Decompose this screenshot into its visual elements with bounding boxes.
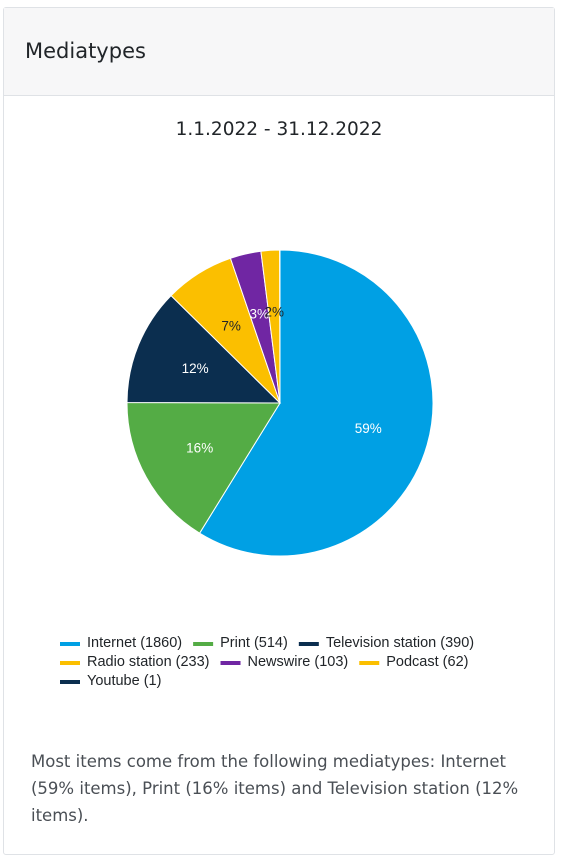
slice-label-radio-station: 7% xyxy=(221,318,241,333)
legend-item-radio-station[interactable]: Radio station (233) xyxy=(87,654,210,670)
mediatypes-card: Mediatypes 1.1.2022 - 31.12.2022 59% 16% 1… xyxy=(3,7,555,855)
pie-slices xyxy=(126,249,434,557)
pie-chart: 1.1.2022 - 31.12.2022 59% 16% 12% 7% 3%2% In… xyxy=(60,119,474,689)
card-title: Mediatypes xyxy=(25,38,146,63)
legend-swatch-newswire xyxy=(220,661,241,665)
legend-item-internet[interactable]: Internet (1860) xyxy=(87,635,182,651)
summary-text: Most items come from the following media… xyxy=(31,752,519,825)
pie-slice-labels: 59% 16% 12% 7% 3%2% xyxy=(182,304,382,455)
legend-item-podcast[interactable]: Podcast (62) xyxy=(386,654,468,670)
slice-label-podcast: 2% xyxy=(264,304,284,319)
slice-label-television-station: 12% xyxy=(182,361,209,376)
slice-label-internet: 59% xyxy=(355,421,382,436)
legend-item-youtube[interactable]: Youtube (1) xyxy=(87,673,161,689)
legend-swatch-television-station xyxy=(298,642,319,646)
chart-subtitle: 1.1.2022 - 31.12.2022 xyxy=(176,119,383,140)
card-header: Mediatypes xyxy=(4,8,554,96)
legend-swatch-print xyxy=(193,642,214,646)
legend-item-newswire[interactable]: Newswire (103) xyxy=(248,654,349,670)
slice-label-print: 16% xyxy=(186,441,213,456)
legend-swatch-radio-station xyxy=(60,661,80,665)
legend-swatch-youtube xyxy=(60,680,80,684)
pie-slice-television-station[interactable] xyxy=(126,294,282,404)
legend-swatch-podcast xyxy=(359,661,380,665)
legend-swatch-internet xyxy=(60,642,80,646)
pie-slice-print[interactable] xyxy=(126,401,281,534)
chart-legend: Internet (1860) Print (514) Television sta… xyxy=(60,635,474,689)
legend-item-television-station[interactable]: Television station (390) xyxy=(326,635,474,651)
pie-slice-internet[interactable] xyxy=(198,249,434,557)
slice-label-newswire: 3% xyxy=(250,307,270,322)
legend-item-print[interactable]: Print (514) xyxy=(220,635,288,651)
